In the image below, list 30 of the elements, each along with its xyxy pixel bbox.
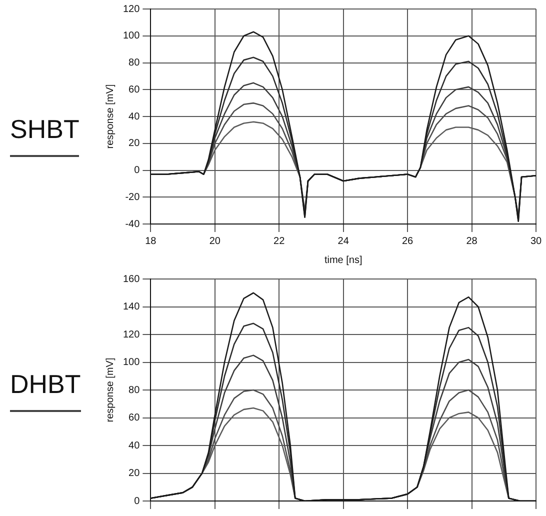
y-tick-label: 80 xyxy=(128,384,140,396)
y-tick-label: 20 xyxy=(128,138,140,150)
y-tick-label: 140 xyxy=(122,302,140,312)
y-tick-label: 120 xyxy=(122,329,140,340)
y-tick-label: 100 xyxy=(122,30,140,42)
x-tick-label: 26 xyxy=(402,236,414,247)
y-tick-label: 60 xyxy=(128,84,140,96)
y-tick-label: 80 xyxy=(128,58,140,68)
y-tick-label: -20 xyxy=(125,192,140,203)
y-tick-label: 20 xyxy=(128,468,140,479)
text: DHBT xyxy=(10,368,81,412)
y-tick-label: 160 xyxy=(122,274,140,285)
x-tick-label: 30 xyxy=(530,236,542,247)
text: SHBT xyxy=(10,114,80,156)
x-tick-label: 18 xyxy=(145,236,157,247)
x-axis-title: time [ns] xyxy=(324,254,362,266)
x-tick-label: 24 xyxy=(338,236,350,247)
y-axis-title: response [mV] xyxy=(104,84,116,149)
y-tick-label: 60 xyxy=(128,412,140,424)
y-tick-label: 120 xyxy=(122,4,140,15)
y-tick-label: 0 xyxy=(134,165,140,176)
y-axis-title: response [mV] xyxy=(104,358,116,422)
y-tick-label: 40 xyxy=(128,440,140,452)
y-tick-label: 0 xyxy=(134,496,140,507)
x-tick-label: 28 xyxy=(466,236,478,247)
x-tick-label: 20 xyxy=(209,236,221,247)
y-tick-label: 40 xyxy=(128,111,140,122)
y-tick-label: 100 xyxy=(122,357,140,368)
x-tick-label: 22 xyxy=(274,236,286,247)
y-tick-label: -40 xyxy=(125,218,140,230)
